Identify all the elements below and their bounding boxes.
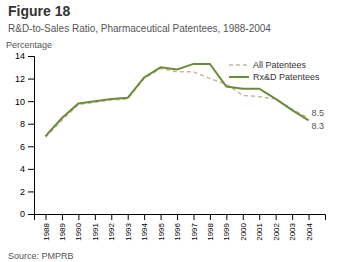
x-tick-label: 1999 xyxy=(222,222,231,240)
x-tick: 1993 xyxy=(124,214,133,241)
y-tick-label: 8 xyxy=(20,119,25,129)
x-tick: 1991 xyxy=(91,214,100,241)
y-tick: 8 xyxy=(20,119,34,129)
x-tick-mark xyxy=(78,214,79,220)
chart: Figure 18 R&D-to-Sales Ratio, Pharmaceuti… xyxy=(0,0,353,262)
x-tick-label: 1988 xyxy=(42,222,51,240)
y-tick-mark xyxy=(28,146,34,147)
x-tick: 2001 xyxy=(255,214,264,241)
y-tick-mark xyxy=(28,214,34,215)
y-tick-label: 4 xyxy=(20,164,25,174)
y-axis: 0 2 4 6 8 10 12 14 xyxy=(15,51,35,219)
y-tick-mark xyxy=(28,191,34,192)
y-tick-mark xyxy=(28,79,34,80)
x-tick-mark xyxy=(161,214,162,220)
value-label: 8.3 xyxy=(312,121,325,131)
source: Source: PMPRB xyxy=(8,251,74,261)
x-tick-label: 1996 xyxy=(173,222,182,240)
x-tick-label: 2004 xyxy=(305,222,314,240)
y-axis-line xyxy=(28,57,35,215)
x-tick-mark xyxy=(95,214,96,220)
x-tick-label: 2003 xyxy=(288,222,297,240)
x-tick-mark xyxy=(128,214,129,220)
x-tick: 1988 xyxy=(42,214,51,241)
y-tick: 6 xyxy=(20,142,34,152)
x-tick: 1995 xyxy=(157,214,166,241)
x-tick-label: 1997 xyxy=(190,222,199,240)
y-tick: 0 xyxy=(20,209,34,219)
y-tick-mark xyxy=(28,124,34,125)
value-label: 8.5 xyxy=(312,108,325,118)
x-tick-label: 2002 xyxy=(272,222,281,240)
y-tick-mark xyxy=(28,56,34,57)
x-tick-label: 1989 xyxy=(58,222,67,240)
legend-item: Rx&D Patentees xyxy=(229,72,320,82)
y-tick-label: 10 xyxy=(15,97,25,107)
x-tick-mark xyxy=(309,214,310,220)
legend-item: All Patentees xyxy=(229,60,307,70)
y-tick-label: 0 xyxy=(20,209,25,219)
x-tick: 1990 xyxy=(74,214,83,241)
x-tick-mark xyxy=(177,214,178,220)
x-tick-mark xyxy=(193,214,194,220)
x-tick: 1992 xyxy=(107,214,116,241)
y-tick-label: 6 xyxy=(20,142,25,152)
x-tick-label: 1995 xyxy=(157,222,166,240)
x-tick-mark xyxy=(226,214,227,220)
x-tick: 1998 xyxy=(206,214,215,241)
y-tick-mark xyxy=(28,169,34,170)
y-tick-label: 14 xyxy=(15,51,25,61)
x-tick: 2000 xyxy=(239,214,248,241)
subtitle: R&D-to-Sales Ratio, Pharmaceutical Paten… xyxy=(8,23,271,34)
plot: 1988 1989 1990 1991 1992 1993 1994 1995 1996 1997… xyxy=(15,51,326,240)
x-tick-mark xyxy=(144,214,145,220)
y-tick: 2 xyxy=(20,187,34,197)
x-tick: 1996 xyxy=(173,214,182,241)
x-tick: 1989 xyxy=(58,214,67,241)
x-tick-label: 1991 xyxy=(91,222,100,240)
legend-swatch xyxy=(229,64,249,66)
x-tick-mark xyxy=(276,214,277,220)
y-tick-mark xyxy=(28,101,34,102)
y-tick-label: 12 xyxy=(15,74,25,84)
x-tick-label: 1994 xyxy=(140,222,149,240)
x-tick-label: 1993 xyxy=(124,222,133,240)
y-tick: 4 xyxy=(20,164,34,174)
y-tick-label: 2 xyxy=(20,187,25,197)
x-tick-mark xyxy=(210,214,211,220)
legend: All Patentees Rx&D Patentees xyxy=(229,60,320,82)
x-tick-label: 1998 xyxy=(206,222,215,240)
x-tick-label: 2001 xyxy=(255,222,264,240)
x-tick-mark xyxy=(46,214,47,220)
x-tick-label: 2000 xyxy=(239,222,248,240)
x-tick-mark xyxy=(259,214,260,220)
x-tick: 2004 xyxy=(305,214,314,241)
value-labels: 8.58.3 xyxy=(312,108,325,131)
x-tick: 2003 xyxy=(288,214,297,241)
x-tick-mark xyxy=(243,214,244,220)
y-tick: 10 xyxy=(15,97,34,107)
x-tick-mark xyxy=(111,214,112,220)
title: Figure 18 xyxy=(8,3,70,19)
x-tick-label: 1990 xyxy=(74,222,83,240)
x-axis: 1988 1989 1990 1991 1992 1993 1994 1995 1996 1997… xyxy=(35,214,326,241)
legend-label: Rx&D Patentees xyxy=(253,72,320,82)
x-tick-mark xyxy=(62,214,63,220)
x-axis-line xyxy=(35,215,326,221)
x-tick: 1999 xyxy=(222,214,231,241)
y-axis-label: Percentage xyxy=(6,40,52,50)
legend-label: All Patentees xyxy=(253,60,307,70)
y-tick: 14 xyxy=(15,51,34,61)
legend-swatch xyxy=(229,76,249,78)
x-tick: 1997 xyxy=(190,214,199,241)
x-tick: 2002 xyxy=(272,214,281,241)
x-tick-label: 1992 xyxy=(107,222,116,240)
x-tick-mark xyxy=(292,214,293,220)
x-tick: 1994 xyxy=(140,214,149,241)
y-tick: 12 xyxy=(15,74,34,84)
